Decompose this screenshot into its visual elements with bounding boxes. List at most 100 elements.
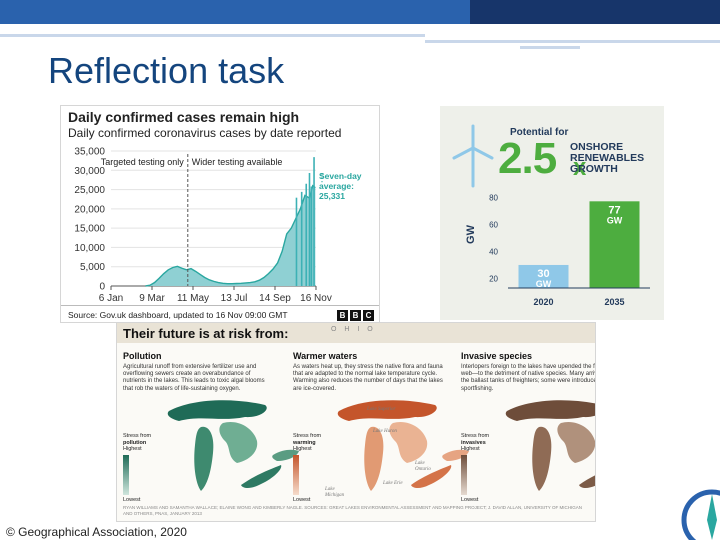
x-tick-label: 2035 (604, 297, 624, 307)
column-heading: Invasive species (461, 351, 533, 361)
average-value: 25,331 (319, 191, 345, 201)
column-text: Agricultural runoff from extensive ferti… (123, 364, 265, 392)
invasives-column: Invasive species Interlopers foreign to … (461, 351, 596, 393)
lake-huron-shape (557, 422, 595, 463)
chart-source: Source: Gov.uk dashboard, updated to 16 … (68, 310, 288, 320)
title-stripe (425, 40, 720, 43)
y-tick-label: 5,000 (80, 262, 105, 273)
legend-title: pollution (123, 439, 147, 446)
bar-value-label: 30 (537, 268, 549, 280)
legend-scale (123, 454, 129, 495)
lake-superior-shape (505, 400, 595, 421)
column-text: Interlopers foreign to the lakes have up… (461, 364, 596, 392)
bar-value-label: 77 (608, 204, 620, 216)
column-heading: Pollution (123, 351, 162, 361)
legend-low: Lowest (293, 496, 311, 503)
headline-line: ONSHORE (570, 141, 624, 153)
y-tick-label: 20 (489, 275, 498, 284)
lake-erie-shape (579, 475, 595, 488)
testing-annotation-left: Targeted testing only (101, 157, 185, 167)
y-tick-label: 35,000 (74, 147, 105, 158)
daily-cases-bars (145, 185, 316, 286)
column-heading: Warmer waters (293, 351, 358, 361)
headline-line: GROWTH (570, 163, 618, 175)
chart-source-rule (61, 305, 379, 306)
lake-michigan-shape (364, 426, 384, 491)
bbc-logo-letter: C (363, 310, 374, 321)
bar-2020 (518, 264, 569, 288)
chart-subtitle: Daily confirmed coronavirus cases by dat… (68, 126, 342, 140)
average-label: average: (319, 181, 354, 191)
renewables-headline: ONSHORE RENEWABLES GROWTH (570, 142, 662, 175)
legend-title: invasives (461, 439, 486, 446)
x-tick-label: 2020 (533, 297, 553, 307)
lake-erie-shape (241, 465, 282, 488)
map-header (117, 323, 595, 343)
bbc-logo-letter: B (350, 310, 361, 321)
map-state-label: O H I O (331, 326, 376, 333)
y-tick-label: 10,000 (74, 243, 105, 254)
top-accent-bar-dark (470, 0, 720, 24)
legend-high: Highest (461, 446, 480, 452)
seven-day-average-line (145, 184, 316, 287)
legend-high: Highest (123, 446, 142, 452)
lake-huron-shape (219, 421, 258, 463)
pollution-legend: Stress from pollution Highest Lowest (123, 433, 163, 503)
lake-erie-shape (411, 465, 452, 488)
growth-multiplier: 2.5 (498, 134, 557, 183)
y-tick-label: 40 (489, 247, 498, 256)
chart-plot: 0 5,000 10,000 15,000 20,000 25,000 30,000 35,0… (74, 147, 362, 305)
x-tick-label: 9 Mar (139, 293, 165, 304)
y-tick-label: 25,000 (74, 185, 105, 196)
y-axis-label: GW (465, 224, 477, 244)
great-lakes-infographic: Their future is at risk from: O H I O Po… (116, 322, 596, 522)
lakes-map (337, 400, 469, 491)
y-tick-label: 15,000 (74, 224, 105, 235)
renewables-infographic: GW 20 40 60 80 30 GW 2020 77 GW 2035 Potential for… (440, 106, 664, 320)
x-tick-label: 6 Jan (99, 293, 123, 304)
column-text: As waters heat up, they stress the nativ… (293, 364, 443, 392)
x-tick-label: 16 Nov (300, 293, 332, 304)
x-tick-label: 14 Sep (259, 293, 291, 304)
invasives-legend: Stress from invasives Highest Lowest (461, 433, 501, 503)
lake-label: Lake Ontario (415, 461, 431, 472)
title-stripe (0, 34, 425, 37)
lake-huron-shape (389, 421, 428, 463)
map-title: Their future is at risk from: (123, 326, 289, 341)
lakes-map (505, 400, 595, 491)
lake-label: Lake Michigan (325, 487, 345, 498)
bar-unit-label: GW (536, 279, 552, 289)
bbc-logo-letter: B (337, 310, 348, 321)
map-footnote: RYAN WILLIAMS AND SAMANTHA WALLACE; ELAI… (123, 505, 582, 516)
legend-title: warming (293, 439, 316, 446)
x-tick-label: 11 May (177, 293, 209, 304)
lake-michigan-shape (532, 426, 552, 491)
lakes-map (167, 400, 299, 491)
legend-title: Stress from (293, 433, 322, 439)
potential-label: Potential for (510, 127, 569, 138)
legend-low: Lowest (123, 496, 141, 503)
testing-annotation-right: Wider testing available (192, 157, 283, 167)
legend-title: Stress from (461, 433, 490, 439)
legend-high: Highest (293, 446, 312, 452)
average-label: Seven-day (319, 171, 362, 181)
slide-title: Reflection task (48, 50, 285, 91)
y-tick-label: 0 (99, 282, 105, 293)
x-tick-label: 13 Jul (221, 293, 248, 304)
compass-icon (681, 489, 720, 540)
lake-label: Lake Erie (383, 481, 403, 486)
lake-label: Lake Huron (373, 429, 397, 434)
copyright-notice: © Geographical Association, 2020 (6, 525, 187, 539)
headline-line: RENEWABLES (570, 152, 645, 164)
legend-low: Lowest (461, 496, 479, 503)
warming-legend: Stress from warming Highest Lowest (293, 433, 333, 503)
legend-scale (293, 454, 299, 495)
growth-multiplier-x: x (573, 154, 587, 181)
lake-superior-shape (337, 400, 437, 421)
lake-ontario-shape (272, 449, 299, 461)
chart-title: Daily confirmed cases remain high (68, 109, 300, 125)
legend-title: Stress from (123, 433, 152, 439)
y-tick-label: 20,000 (74, 204, 105, 215)
bar-unit-label: GW (607, 215, 623, 225)
